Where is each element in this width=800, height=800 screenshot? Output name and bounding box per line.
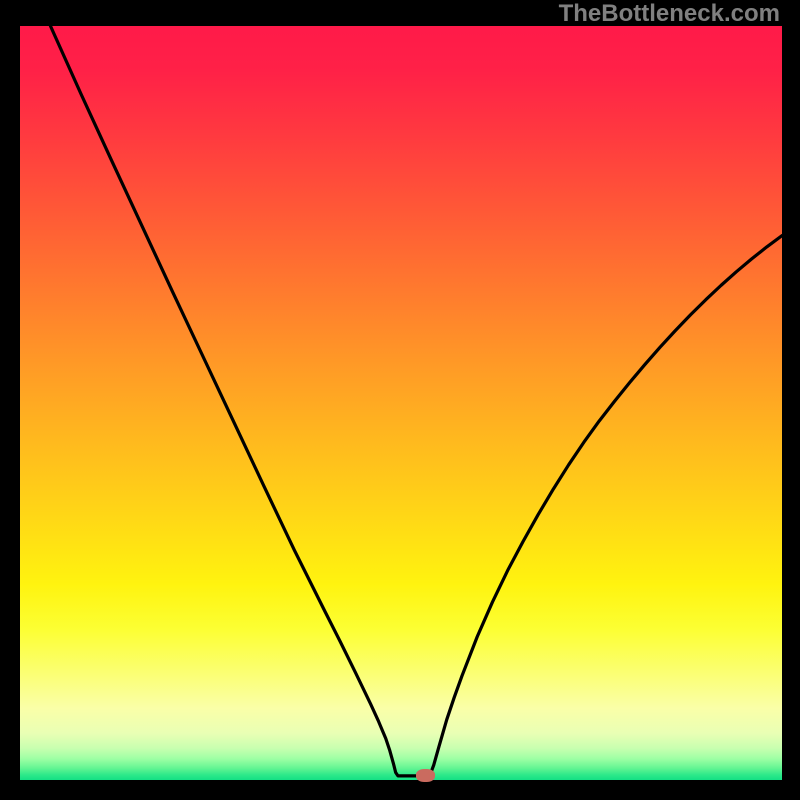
plot-area — [20, 26, 782, 780]
curve-path — [50, 26, 782, 776]
bottleneck-curve — [20, 26, 782, 780]
watermark-text: TheBottleneck.com — [559, 0, 780, 28]
chart-frame — [0, 0, 800, 800]
optimum-marker — [416, 769, 434, 781]
